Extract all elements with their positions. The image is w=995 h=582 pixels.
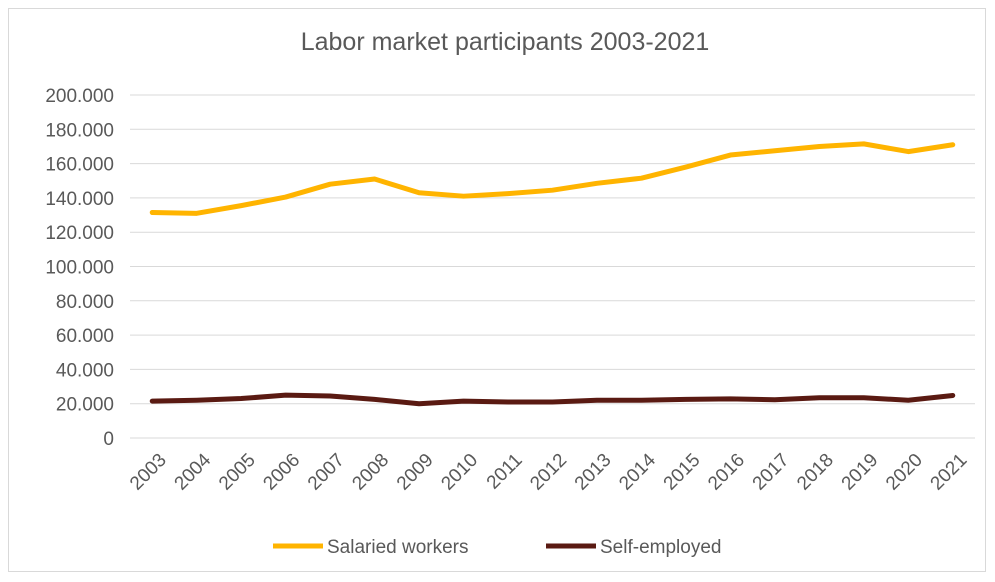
y-tick-label: 60.000 xyxy=(56,326,114,347)
series-lines xyxy=(149,141,956,407)
y-tick-label: 40.000 xyxy=(56,360,114,381)
y-tick-label: 120.000 xyxy=(45,223,114,244)
x-tick-label: 2010 xyxy=(437,450,482,495)
y-tick-label: 20.000 xyxy=(56,395,114,416)
x-tick-label: 2019 xyxy=(838,450,883,495)
legend-label: Salaried workers xyxy=(327,537,469,558)
y-tick-label: 180.000 xyxy=(45,120,114,141)
series-line-salaried-workers xyxy=(149,141,956,216)
x-tick-label: 2005 xyxy=(215,450,260,495)
x-tick-label: 2006 xyxy=(259,450,304,495)
x-tick-label: 2007 xyxy=(304,450,349,495)
y-tick-label: 80.000 xyxy=(56,292,114,313)
x-tick-label: 2017 xyxy=(749,450,794,495)
y-tick-label: 0 xyxy=(103,429,114,450)
x-tick-label: 2020 xyxy=(882,450,927,495)
x-tick-label: 2016 xyxy=(704,450,749,495)
legend: Salaried workers Self-employed xyxy=(273,537,721,558)
x-tick-label: 2011 xyxy=(483,450,527,494)
x-tick-label: 2014 xyxy=(615,449,660,494)
x-axis-tick-labels: 2003 2004 2005 2006 2007 2008 2009 2010 2011 2012… xyxy=(126,449,971,494)
x-tick-label: 2015 xyxy=(660,450,705,495)
x-tick-label: 2018 xyxy=(793,450,838,495)
y-tick-label: 140.000 xyxy=(45,189,114,210)
gridlines xyxy=(130,94,975,439)
y-tick-label: 200.000 xyxy=(45,86,114,107)
x-tick-label: 2009 xyxy=(393,450,438,495)
x-tick-label: 2003 xyxy=(126,450,171,495)
x-tick-label: 2012 xyxy=(526,450,571,495)
legend-label: Self-employed xyxy=(600,537,721,558)
y-tick-label: 160.000 xyxy=(45,155,114,176)
y-axis-tick-labels: 0 20.000 40.000 60.000 80.000 100.000 120.000 1… xyxy=(45,86,114,450)
x-tick-label: 2008 xyxy=(348,450,393,495)
x-tick-label: 2004 xyxy=(171,449,216,494)
y-tick-label: 100.000 xyxy=(45,258,114,279)
chart-title: Labor market participants 2003-2021 xyxy=(301,28,710,56)
series-line-self-employed xyxy=(149,392,956,407)
x-tick-label: 2013 xyxy=(571,450,616,495)
chart-area xyxy=(8,8,986,572)
x-tick-label: 2021 xyxy=(927,450,972,495)
